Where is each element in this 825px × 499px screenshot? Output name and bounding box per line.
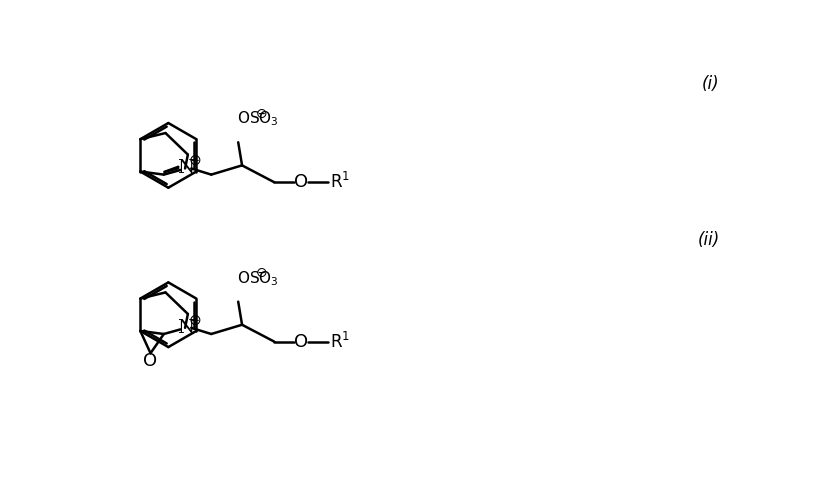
Text: N: N: [177, 160, 195, 178]
Text: O: O: [295, 333, 309, 351]
Text: R$^1$: R$^1$: [330, 172, 350, 192]
Text: O: O: [144, 352, 158, 370]
Text: OSO$_3$: OSO$_3$: [237, 110, 278, 128]
Text: O: O: [295, 173, 309, 191]
Text: OSO$_3$: OSO$_3$: [237, 269, 278, 288]
Text: ⊕: ⊕: [189, 153, 201, 168]
Text: (ii): (ii): [697, 231, 719, 249]
Text: ⊖: ⊖: [256, 107, 267, 121]
Text: R$^1$: R$^1$: [330, 332, 350, 352]
Text: (i): (i): [702, 75, 719, 93]
Text: N: N: [177, 319, 195, 337]
Text: ⊕: ⊕: [189, 313, 201, 328]
Text: ⊖: ⊖: [256, 266, 267, 280]
